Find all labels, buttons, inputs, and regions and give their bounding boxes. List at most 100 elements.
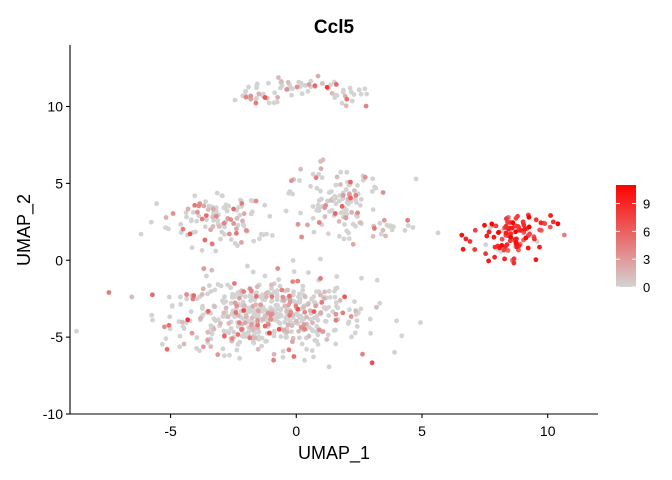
cell-point	[239, 240, 244, 245]
cell-point	[211, 210, 217, 216]
cell-point	[314, 207, 320, 213]
cell-point	[499, 243, 505, 248]
cell-point	[287, 299, 293, 305]
cell-point	[305, 222, 310, 228]
cell-point	[486, 258, 491, 264]
cell-point	[278, 306, 284, 312]
cell-point	[527, 231, 532, 237]
cell-point	[402, 228, 408, 233]
cell-point	[501, 247, 507, 253]
cell-point	[353, 308, 359, 314]
cell-point	[287, 189, 293, 195]
cell-point	[247, 335, 253, 341]
cell-point	[274, 99, 280, 105]
cell-point	[299, 341, 305, 347]
cell-point	[177, 294, 183, 300]
cell-point	[255, 322, 261, 328]
cell-point	[467, 239, 473, 244]
cell-point	[232, 294, 238, 300]
cell-point	[220, 314, 226, 319]
cell-point	[249, 209, 255, 215]
cell-point	[222, 353, 227, 359]
cell-point	[358, 91, 364, 97]
cell-point	[291, 269, 297, 274]
cell-point	[340, 89, 346, 95]
cell-point	[232, 97, 238, 103]
cell-point	[241, 211, 247, 217]
cell-point	[282, 303, 288, 309]
cell-point	[232, 281, 237, 286]
cell-point	[513, 229, 518, 235]
cell-point	[370, 233, 376, 239]
cell-point	[374, 304, 379, 310]
cell-point	[276, 326, 282, 332]
cell-point	[74, 328, 79, 334]
cell-point	[162, 324, 167, 330]
cell-point	[237, 212, 243, 218]
cell-point	[349, 334, 354, 340]
cell-point	[304, 346, 309, 352]
cell-point	[199, 216, 205, 222]
cell-point	[274, 288, 280, 294]
cell-point	[262, 95, 268, 100]
cell-point	[333, 327, 338, 333]
cell-point	[297, 335, 302, 341]
cell-point	[237, 320, 242, 326]
cell-point	[339, 203, 345, 209]
cell-point	[185, 317, 191, 323]
cell-point	[280, 294, 286, 300]
cell-point	[347, 307, 352, 313]
cell-point	[285, 287, 290, 293]
cell-point	[271, 333, 277, 339]
cell-point	[381, 217, 387, 223]
cell-point	[208, 227, 214, 233]
cell-point	[264, 231, 269, 237]
cell-point	[191, 293, 197, 298]
cell-point	[350, 241, 356, 247]
cell-point	[201, 203, 207, 209]
cell-point	[179, 319, 185, 325]
cell-point	[413, 176, 419, 182]
cell-point	[307, 308, 313, 314]
y-tick-label: -10	[43, 406, 63, 422]
cell-point	[269, 294, 275, 299]
cell-point	[343, 187, 349, 193]
cell-point	[460, 246, 466, 252]
cell-point	[354, 324, 360, 329]
cell-point	[313, 303, 318, 309]
cell-point	[315, 317, 321, 323]
cell-point	[228, 326, 234, 331]
cell-point	[251, 312, 257, 317]
cell-point	[314, 313, 320, 319]
cell-point	[394, 318, 399, 324]
cell-point	[275, 94, 280, 100]
cell-point	[342, 210, 348, 215]
cell-point	[389, 227, 395, 233]
cell-point	[310, 215, 316, 221]
cell-point	[338, 182, 343, 187]
cell-point	[355, 183, 360, 188]
cell-point	[268, 317, 274, 322]
cell-point	[239, 333, 245, 339]
cell-point	[364, 91, 370, 97]
cell-point	[207, 283, 212, 288]
cell-point	[309, 327, 315, 333]
cell-point	[459, 232, 465, 238]
cell-point	[383, 233, 388, 239]
cell-point	[296, 328, 301, 334]
cell-point	[150, 292, 155, 298]
cell-point	[362, 174, 368, 180]
cell-point	[257, 236, 262, 242]
cell-point	[271, 357, 276, 363]
cell-point	[106, 290, 112, 295]
cell-point	[198, 315, 203, 321]
cell-point	[224, 208, 230, 214]
cell-point	[189, 330, 195, 336]
cell-point	[318, 256, 323, 262]
cell-point	[216, 224, 222, 230]
cell-point	[311, 309, 317, 314]
cell-point	[209, 241, 215, 247]
cell-point	[326, 364, 332, 370]
cell-point	[256, 329, 262, 335]
